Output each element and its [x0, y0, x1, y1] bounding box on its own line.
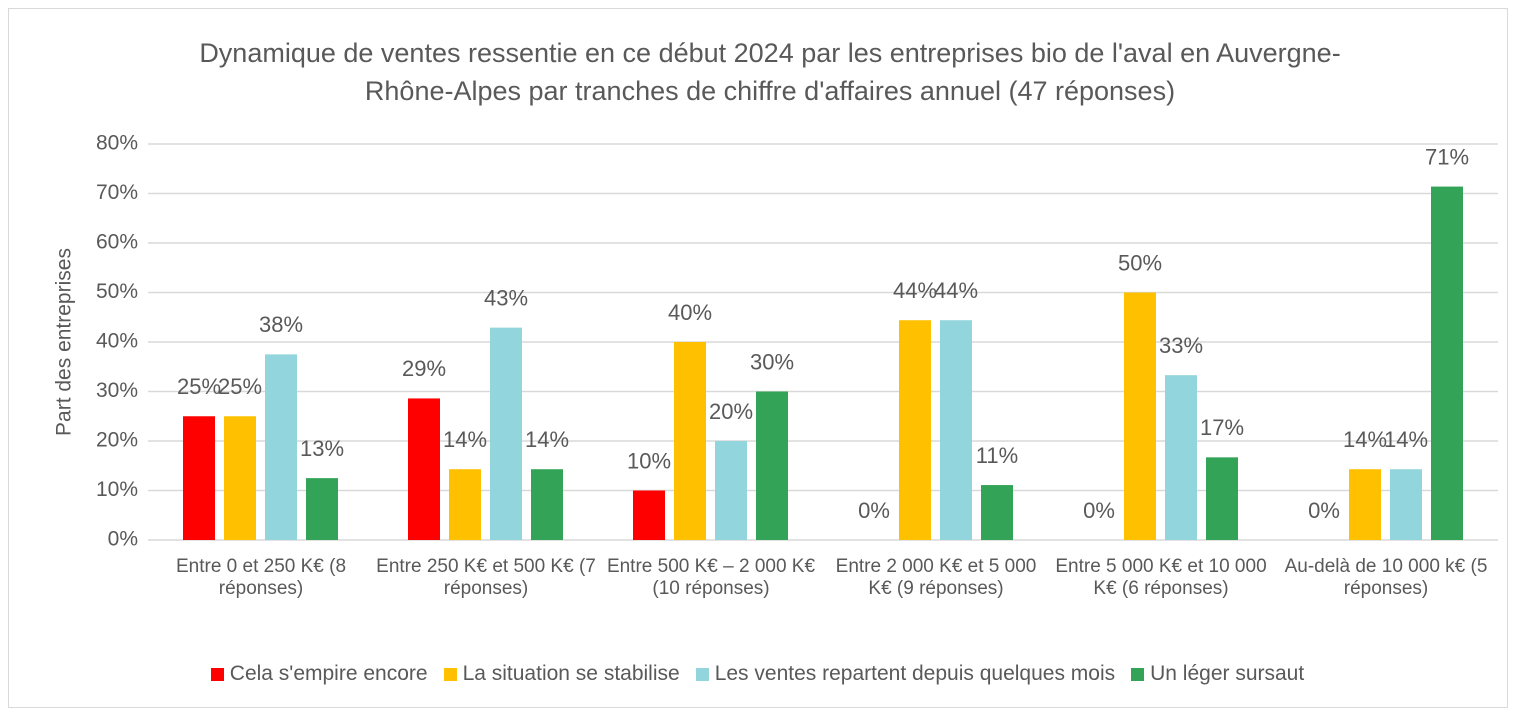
bar: [1349, 469, 1381, 540]
y-tick-label: 70%: [96, 181, 138, 204]
bar: [940, 320, 972, 540]
data-label: 0%: [1308, 498, 1340, 523]
bar: [224, 416, 256, 540]
data-label: 44%: [893, 278, 937, 303]
legend-swatch: [1131, 667, 1145, 681]
legend-label: Cela s'empire encore: [229, 662, 428, 685]
y-tick-label: 20%: [96, 429, 138, 452]
data-label: 33%: [1159, 333, 1203, 358]
bar: [306, 478, 338, 540]
legend-swatch: [210, 667, 224, 681]
data-label: 43%: [484, 285, 528, 310]
bar: [265, 354, 297, 540]
data-label: 44%: [934, 278, 978, 303]
x-tick-label: Entre 2 000 K€ et 5 000 K€ (9 réponses): [835, 556, 1037, 599]
data-label: 10%: [627, 448, 671, 473]
data-label: 11%: [976, 443, 1018, 468]
data-label: 0%: [858, 498, 890, 523]
bar: [531, 469, 563, 540]
data-label: 14%: [1343, 427, 1387, 452]
data-label: 13%: [300, 436, 344, 461]
y-tick-label: 30%: [96, 379, 138, 402]
legend: Cela s'empire encore La situation se stab…: [0, 662, 1515, 686]
data-label: 14%: [525, 427, 569, 452]
legend-item: Cela s'empire encore: [210, 662, 428, 686]
bar: [756, 391, 788, 540]
data-label: 20%: [709, 399, 753, 424]
data-label: 17%: [1200, 415, 1244, 440]
bar: [981, 485, 1013, 540]
data-label: 30%: [750, 349, 794, 374]
y-tick-label: 10%: [96, 478, 138, 501]
y-tick-label: 60%: [96, 231, 138, 254]
bar: [1206, 457, 1238, 540]
data-label: 50%: [1118, 250, 1162, 275]
legend-item: La situation se stabilise: [443, 662, 680, 686]
bar: [408, 398, 440, 540]
bar: [1165, 375, 1197, 540]
bar: [674, 342, 706, 540]
y-tick-label: 50%: [96, 280, 138, 303]
y-tick-label: 0%: [108, 528, 138, 551]
legend-swatch: [443, 667, 457, 681]
legend-item: Les ventes repartent depuis quelques moi…: [695, 662, 1116, 686]
data-label: 40%: [668, 300, 712, 325]
y-tick-label: 80%: [96, 132, 138, 155]
bar: [715, 441, 747, 540]
data-label: 38%: [259, 312, 303, 337]
bar: [1390, 469, 1422, 540]
bar: [1124, 292, 1156, 540]
bar: [449, 469, 481, 540]
data-label: 25%: [218, 374, 262, 399]
y-tick-label: 40%: [96, 330, 138, 353]
bar: [490, 327, 522, 540]
data-label: 29%: [402, 356, 446, 381]
data-label: 14%: [1384, 427, 1428, 452]
bar: [183, 416, 215, 540]
legend-label: Un léger sursaut: [1150, 662, 1305, 685]
chart-frame: [8, 8, 1508, 708]
x-tick-label: Entre 0 et 250 K€ (8 réponses): [175, 556, 347, 599]
data-label: 25%: [177, 374, 221, 399]
x-tick-label: Entre 5 000 K€ et 10 000 K€ (6 réponses): [1055, 556, 1267, 599]
legend-label: La situation se stabilise: [462, 662, 680, 685]
chart-title: Dynamique de ventes ressentie en ce débu…: [199, 38, 1341, 106]
legend-swatch: [695, 667, 709, 681]
x-tick-label: Entre 250 K€ et 500 K€ (7 réponses): [376, 556, 596, 599]
bar: [1431, 186, 1463, 540]
data-label: 71%: [1425, 144, 1469, 169]
legend-label: Les ventes repartent depuis quelques moi…: [714, 662, 1116, 685]
data-label: 0%: [1083, 498, 1115, 523]
legend-item: Un léger sursaut: [1131, 662, 1304, 686]
data-label: 14%: [443, 427, 487, 452]
bar: [899, 320, 931, 540]
bar: [633, 490, 665, 540]
x-tick-label: Au-delà de 10 000 k€ (5 réponses): [1284, 556, 1488, 599]
y-axis-label: Part des entreprises: [53, 248, 76, 436]
x-tick-label: Entre 500 K€ – 2 000 K€ (10 réponses): [606, 556, 816, 599]
